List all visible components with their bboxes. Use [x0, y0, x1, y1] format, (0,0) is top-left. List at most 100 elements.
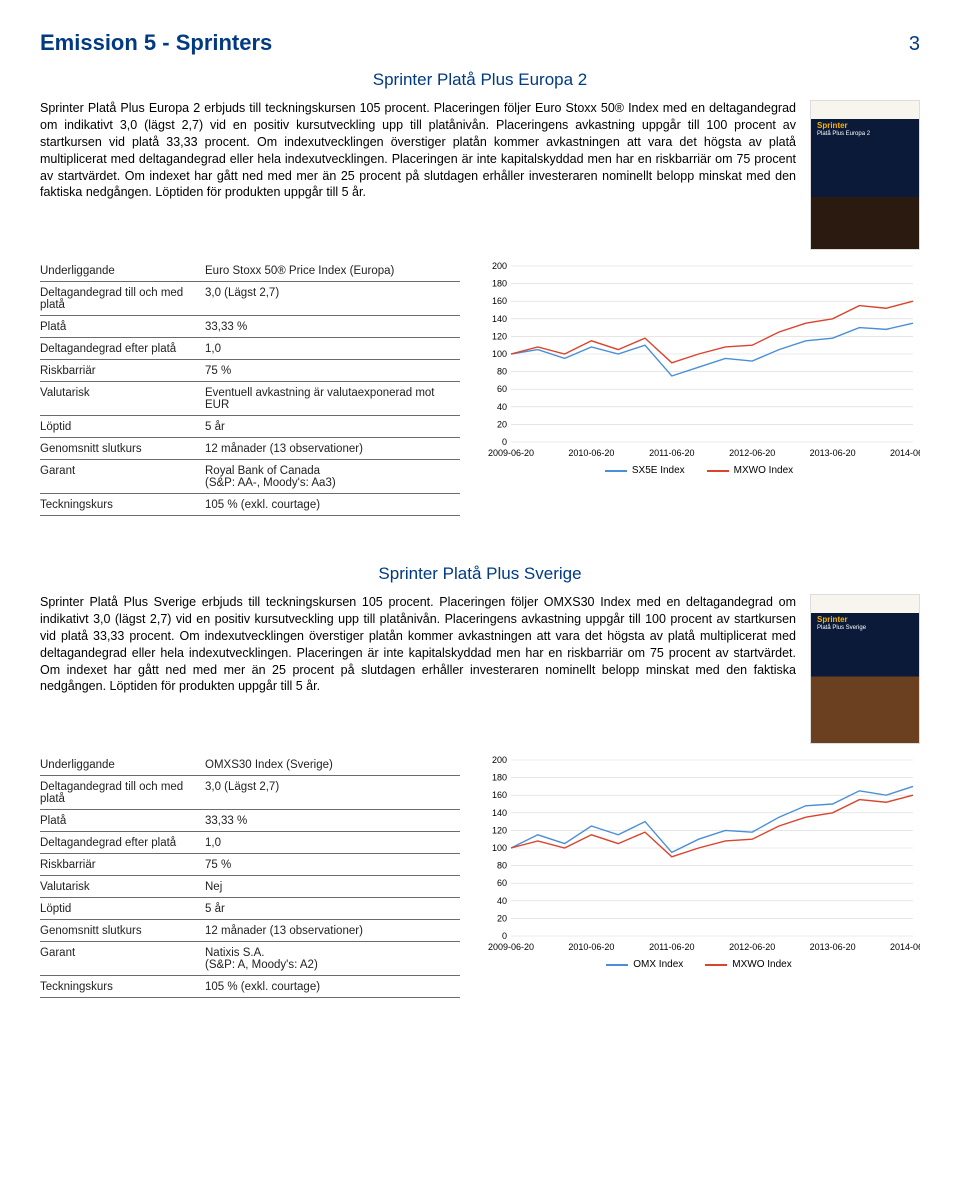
- kv-key: Garant: [40, 460, 205, 494]
- svg-text:60: 60: [497, 384, 507, 394]
- legend-item: MXWO Index: [705, 959, 791, 970]
- svg-text:2010-06-20: 2010-06-20: [568, 448, 614, 458]
- kv-value: 3,0 (Lägst 2,7): [205, 282, 460, 316]
- kv-key: Deltagandegrad till och med platå: [40, 282, 205, 316]
- svg-text:160: 160: [492, 790, 507, 800]
- page-title: Emission 5 - Sprinters: [40, 30, 272, 56]
- kv-value: 1,0: [205, 338, 460, 360]
- svg-text:2013-06-20: 2013-06-20: [810, 942, 856, 952]
- kv-table-sverige: UnderliggandeOMXS30 Index (Sverige)Delta…: [40, 754, 460, 998]
- kv-key: Deltagandegrad till och med platå: [40, 776, 205, 810]
- legend-label: OMX Index: [633, 959, 683, 970]
- kv-key: Deltagandegrad efter platå: [40, 338, 205, 360]
- kv-value: OMXS30 Index (Sverige): [205, 754, 460, 776]
- svg-text:2013-06-20: 2013-06-20: [810, 448, 856, 458]
- kv-key: Genomsnitt slutkurs: [40, 438, 205, 460]
- kv-key: Riskbarriär: [40, 360, 205, 382]
- kv-value: 33,33 %: [205, 810, 460, 832]
- svg-text:2011-06-20: 2011-06-20: [649, 942, 694, 952]
- page-number: 3: [909, 33, 920, 56]
- svg-text:200: 200: [492, 261, 507, 271]
- svg-text:140: 140: [492, 808, 507, 818]
- kv-key: Löptid: [40, 898, 205, 920]
- kv-key: Riskbarriär: [40, 854, 205, 876]
- kv-value: 3,0 (Lägst 2,7): [205, 776, 460, 810]
- legend-swatch: [707, 470, 729, 472]
- kv-key: Teckningskurs: [40, 976, 205, 998]
- legend-swatch: [606, 964, 628, 966]
- kv-value: Royal Bank of Canada (S&P: AA-, Moody's:…: [205, 460, 460, 494]
- kv-key: Deltagandegrad efter platå: [40, 832, 205, 854]
- svg-text:2014-06-20: 2014-06-20: [890, 942, 920, 952]
- svg-text:2012-06-20: 2012-06-20: [729, 448, 775, 458]
- svg-text:80: 80: [497, 861, 507, 871]
- section-title-sverige: Sprinter Platå Plus Sverige: [40, 564, 920, 584]
- svg-text:60: 60: [497, 878, 507, 888]
- thumb-title: Sprinter: [817, 615, 848, 624]
- legend-label: MXWO Index: [734, 465, 793, 476]
- kv-key: Genomsnitt slutkurs: [40, 920, 205, 942]
- kv-value: Nej: [205, 876, 460, 898]
- kv-key: Valutarisk: [40, 382, 205, 416]
- svg-text:100: 100: [492, 349, 507, 359]
- kv-key: Underliggande: [40, 754, 205, 776]
- svg-text:20: 20: [497, 419, 507, 429]
- kv-value: 33,33 %: [205, 316, 460, 338]
- svg-text:2011-06-20: 2011-06-20: [649, 448, 694, 458]
- svg-text:200: 200: [492, 755, 507, 765]
- kv-value: 5 år: [205, 898, 460, 920]
- kv-value: Natixis S.A. (S&P: A, Moody's: A2): [205, 942, 460, 976]
- svg-text:180: 180: [492, 773, 507, 783]
- thumb-title: Sprinter: [817, 121, 848, 130]
- legend-item: OMX Index: [606, 959, 683, 970]
- kv-key: Underliggande: [40, 260, 205, 282]
- legend-label: SX5E Index: [632, 465, 685, 476]
- kv-value: 1,0: [205, 832, 460, 854]
- body-text-sverige: Sprinter Platå Plus Sverige erbjuds till…: [40, 594, 796, 695]
- kv-value: 75 %: [205, 854, 460, 876]
- svg-text:2012-06-20: 2012-06-20: [729, 942, 775, 952]
- svg-text:2009-06-20: 2009-06-20: [488, 942, 534, 952]
- section-title-europa: Sprinter Platå Plus Europa 2: [40, 70, 920, 90]
- kv-value: 12 månader (13 observationer): [205, 920, 460, 942]
- svg-text:180: 180: [492, 279, 507, 289]
- kv-value: Eventuell avkastning är valutaexponerad …: [205, 382, 460, 416]
- svg-text:2014-06-20: 2014-06-20: [890, 448, 920, 458]
- kv-key: Platå: [40, 316, 205, 338]
- thumb-sub: Platå Plus Europa 2: [817, 131, 870, 137]
- legend-swatch: [605, 470, 627, 472]
- legend-swatch: [705, 964, 727, 966]
- chart-sverige: 0 20 40 60 80 100 120 140 160 180 200 2009-06-20 201…: [478, 754, 920, 984]
- thumb-sub: Platå Plus Sverige: [817, 625, 866, 631]
- kv-key: Teckningskurs: [40, 494, 205, 516]
- kv-key: Valutarisk: [40, 876, 205, 898]
- kv-value: 5 år: [205, 416, 460, 438]
- svg-text:40: 40: [497, 896, 507, 906]
- svg-text:0: 0: [502, 931, 507, 941]
- kv-value: 105 % (exkl. courtage): [205, 494, 460, 516]
- body-text-europa: Sprinter Platå Plus Europa 2 erbjuds til…: [40, 100, 796, 201]
- svg-text:120: 120: [492, 331, 507, 341]
- legend-label: MXWO Index: [732, 959, 791, 970]
- kv-value: 105 % (exkl. courtage): [205, 976, 460, 998]
- kv-value: Euro Stoxx 50® Price Index (Europa): [205, 260, 460, 282]
- svg-text:40: 40: [497, 402, 507, 412]
- chart-europa: 0 20 40 60 80 100 120 140 160 180 200 2009-06-20 201…: [478, 260, 920, 490]
- kv-table-europa: UnderliggandeEuro Stoxx 50® Price Index …: [40, 260, 460, 516]
- svg-text:2010-06-20: 2010-06-20: [568, 942, 614, 952]
- svg-text:0: 0: [502, 437, 507, 447]
- brochure-thumb-europa: Sprinter Platå Plus Europa 2: [810, 100, 920, 250]
- kv-key: Löptid: [40, 416, 205, 438]
- svg-text:160: 160: [492, 296, 507, 306]
- svg-text:20: 20: [497, 913, 507, 923]
- svg-text:140: 140: [492, 314, 507, 324]
- kv-key: Platå: [40, 810, 205, 832]
- svg-text:120: 120: [492, 825, 507, 835]
- legend-item: SX5E Index: [605, 465, 685, 476]
- svg-text:100: 100: [492, 843, 507, 853]
- kv-value: 75 %: [205, 360, 460, 382]
- legend-item: MXWO Index: [707, 465, 793, 476]
- svg-text:2009-06-20: 2009-06-20: [488, 448, 534, 458]
- svg-text:80: 80: [497, 367, 507, 377]
- kv-value: 12 månader (13 observationer): [205, 438, 460, 460]
